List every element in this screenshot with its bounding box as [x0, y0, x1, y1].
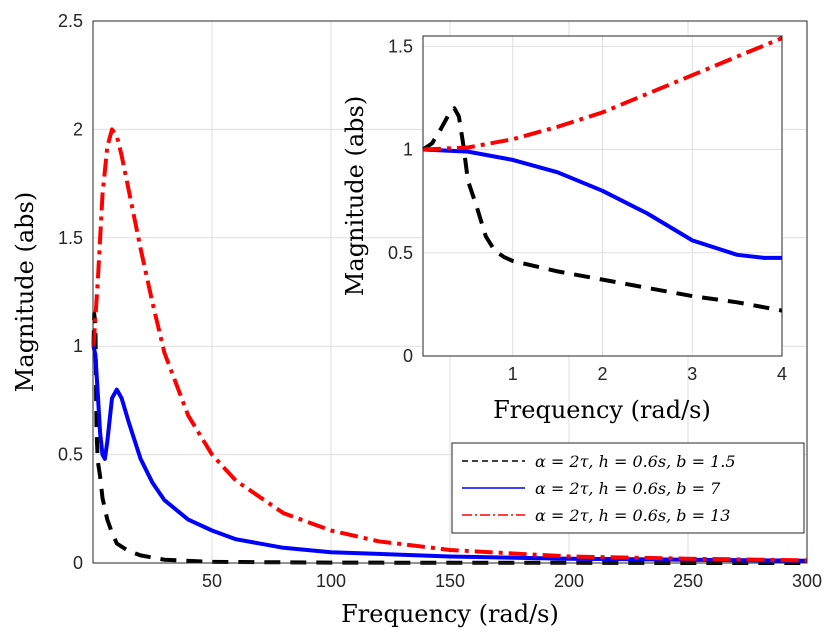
legend-label-b-7: α = 2τ, h = 0.6s, b = 7 — [535, 479, 721, 498]
inset-x-tick-label: 1 — [508, 364, 518, 384]
inset-series-line-b-13 — [422, 36, 783, 152]
main-x-tick-label: 150 — [435, 571, 465, 591]
main-x-axis-label: Frequency (rad/s) — [341, 600, 559, 628]
inset-series-line-b-7 — [422, 147, 782, 260]
main-y-tick-label: 0 — [73, 553, 83, 573]
main-y-tick-label: 0.5 — [58, 445, 83, 465]
inset-y-tick-label: 1.5 — [388, 36, 413, 56]
inset-x-axis-label: Frequency (rad/s) — [493, 396, 711, 424]
legend-label-b-1-5: α = 2τ, h = 0.6s, b = 1.5 — [535, 452, 736, 471]
main-axes-box — [92, 20, 808, 564]
inset-x-tick-label: 3 — [687, 364, 697, 384]
inset-plot: 1 2 3 4 0 0.5 1 1.5 Frequency (rad/s) Magnitude… — [341, 35, 787, 424]
inset-axes-box — [422, 35, 783, 357]
legend-entry-b-13: α = 2τ, h = 0.6s, b = 13 — [462, 506, 730, 525]
main-series-line-b-7 — [91, 345, 808, 563]
inset-y-tick-label: 0.5 — [388, 243, 413, 263]
legend-entry-b-7: α = 2τ, h = 0.6s, b = 7 — [462, 479, 721, 498]
main-x-tick-label: 50 — [202, 571, 222, 591]
inset-y-axis-label: Magnitude (abs) — [341, 96, 369, 296]
main-y-tick-label: 1.5 — [58, 228, 83, 248]
main-y-axis-label: Magnitude (abs) — [11, 192, 39, 392]
inset-x-tick-label: 4 — [777, 364, 787, 384]
main-x-tick-label: 100 — [316, 571, 346, 591]
main-y-tick-label: 2 — [73, 119, 83, 139]
inset-grid — [423, 36, 782, 356]
main-x-tick-label: 200 — [554, 571, 584, 591]
inset-tick-labels: 1 2 3 4 0 0.5 1 1.5 — [388, 36, 787, 384]
legend: α = 2τ, h = 0.6s, b = 1.5 α = 2τ, h = 0.… — [451, 442, 805, 534]
legend-label-b-13: α = 2τ, h = 0.6s, b = 13 — [535, 506, 730, 525]
inset-series-line-b-1-5 — [421, 106, 783, 313]
main-y-tick-label: 1 — [73, 336, 83, 356]
main-tick-labels: 50 100 150 200 250 300 0 0.5 1 1.5 2 2.5 — [58, 11, 822, 591]
main-y-tick-label: 2.5 — [58, 11, 83, 31]
inset-x-tick-label: 2 — [597, 364, 607, 384]
inset-series-lines — [421, 36, 783, 313]
main-x-tick-label: 250 — [673, 571, 703, 591]
legend-entry-b-1-5: α = 2τ, h = 0.6s, b = 1.5 — [462, 452, 736, 471]
inset-y-tick-label: 0 — [403, 346, 413, 366]
main-x-tick-label: 300 — [792, 571, 822, 591]
inset-y-tick-label: 1 — [403, 140, 413, 160]
main-series-line-b-13 — [91, 127, 808, 563]
